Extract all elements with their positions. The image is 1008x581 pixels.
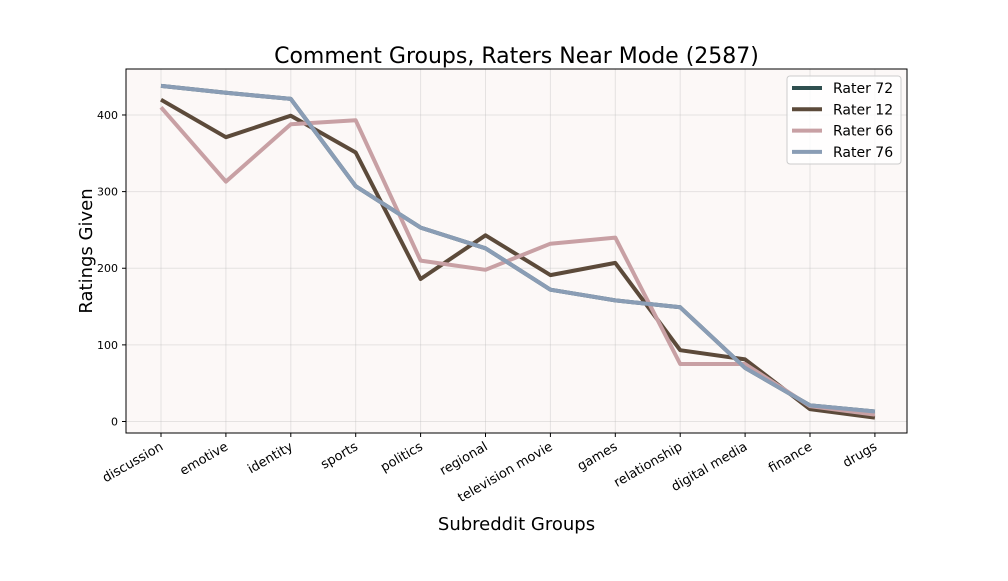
legend: Rater 72 Rater 12 Rater 66 Rater 76 — [787, 76, 901, 164]
y-tick-label: 300 — [97, 186, 118, 199]
x-tick-label: finance — [766, 439, 815, 476]
x-tick-label: games — [575, 439, 621, 474]
x-axis-label: Subreddit Groups — [438, 514, 595, 535]
y-tick-label: 0 — [111, 416, 118, 429]
x-tick-label: drugs — [840, 439, 880, 471]
y-axis-label: Ratings Given — [76, 188, 97, 313]
x-tick-label: regional — [437, 439, 490, 478]
x-tick-label: politics — [378, 439, 426, 475]
x-axis: discussion emotive identity sports politics r… — [100, 433, 880, 506]
y-tick-label: 100 — [97, 339, 118, 352]
legend-label: Rater 76 — [833, 145, 893, 161]
x-tick-label: identity — [245, 439, 296, 477]
y-tick-label: 400 — [97, 109, 118, 122]
y-tick-label: 200 — [97, 262, 118, 275]
legend-label: Rater 72 — [833, 81, 893, 97]
y-axis: 0 100 200 300 400 — [97, 109, 126, 429]
x-tick-label: discussion — [100, 439, 166, 486]
x-tick-label: emotive — [177, 439, 230, 478]
legend-label: Rater 66 — [833, 124, 893, 140]
legend-label: Rater 12 — [833, 102, 893, 118]
chart-title: Comment Groups, Raters Near Mode (2587) — [274, 44, 759, 69]
x-tick-label: sports — [318, 439, 361, 472]
